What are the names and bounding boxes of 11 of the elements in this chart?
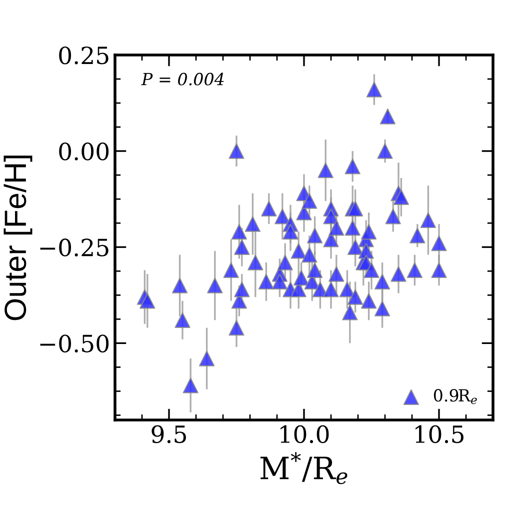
y-tick-label: 0.00 bbox=[59, 142, 109, 160]
annotation: P = 0.004 bbox=[141, 72, 224, 86]
y-tick-label: −0.25 bbox=[40, 238, 108, 256]
x-tick-label: 10.5 bbox=[416, 425, 464, 444]
x-axis-title: M$^{*}$/R$_{e}$ bbox=[260, 452, 348, 484]
y-tick-label: 0.25 bbox=[59, 46, 108, 64]
y-tick-label: −0.50 bbox=[40, 334, 109, 352]
y-axis-title: Outer [Fe/H] bbox=[4, 156, 32, 320]
legend-label: 0.9R$_{e}$ bbox=[434, 389, 477, 404]
x-tick-label: 9.5 bbox=[152, 425, 186, 444]
x-tick-label: 10.0 bbox=[280, 425, 329, 444]
